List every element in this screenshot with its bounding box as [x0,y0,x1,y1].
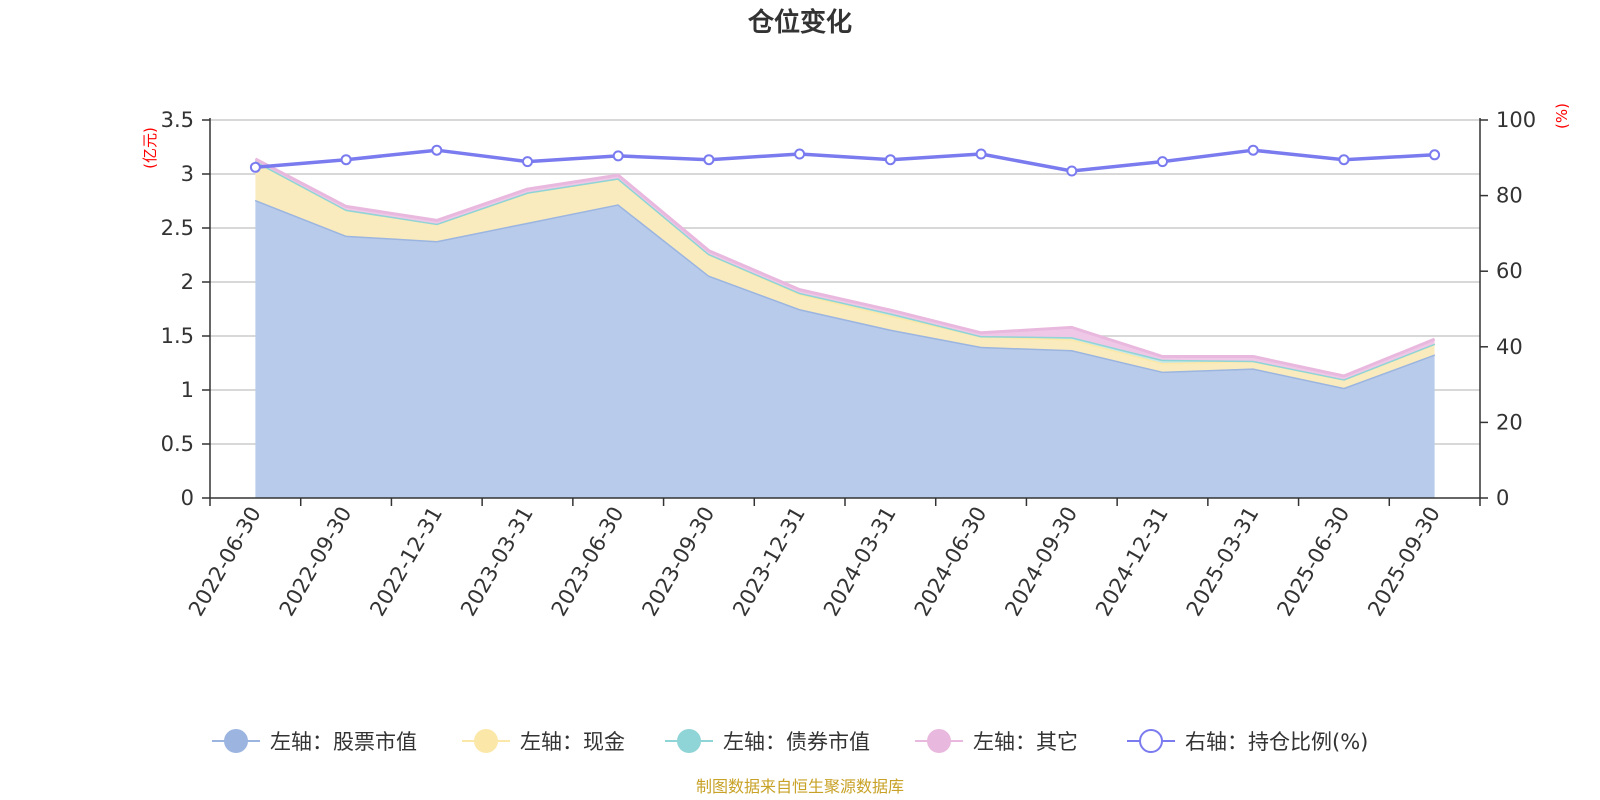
left-axis-tick-label: 2 [181,270,194,294]
legend-marker-icon [927,729,951,753]
left-axis-tick-label: 3 [181,162,194,186]
legend-label: 左轴：其它 [973,730,1078,754]
legend-item-3: 左轴：债券市值 [665,729,870,754]
x-axis-tick-label: 2025-03-31 [1182,503,1264,621]
chart-title: 仓位变化 [747,7,852,38]
left-axis-tick-label: 3.5 [161,108,194,132]
holding-ratio-point [1338,154,1350,166]
area-series-2 [255,161,1435,388]
x-axis-tick-label: 2025-06-30 [1272,503,1354,621]
x-axis-tick-label: 2024-12-31 [1091,503,1173,621]
holding-ratio-point [612,150,624,162]
right-axis-tick-label: 0 [1496,486,1509,510]
x-axis-tick-label: 2025-09-30 [1363,503,1445,621]
right-axis-tick-label: 100 [1496,108,1536,132]
x-axis-tick-label: 2023-03-31 [456,503,538,621]
legend-marker-icon [1139,729,1163,753]
left-axis-tick-label: 0.5 [161,432,194,456]
holding-ratio-point [340,154,352,166]
x-axis-tick-label: 2022-09-30 [275,503,357,621]
area-series-4-line [254,157,1436,378]
legend-item-5: 右轴：持仓比例(%) [1127,729,1368,754]
holding-ratio-point [249,161,261,173]
right-axis-tick-label: 40 [1496,335,1523,359]
legend-label: 右轴：持仓比例(%) [1185,730,1368,754]
holding-ratio-point [431,144,443,156]
left-axis-tick-label: 1 [181,378,194,402]
legend-item-2: 左轴：现金 [462,729,625,754]
x-axis-tick-label: 2024-03-31 [819,503,901,621]
data-source-note: 制图数据来自恒生聚源数据库 [696,777,904,796]
x-axis-tick-label: 2024-06-30 [910,503,992,621]
x-axis-tick-label: 2022-06-30 [184,503,266,621]
legend-item-4: 左轴：其它 [915,729,1078,754]
holding-ratio-point [1157,156,1168,168]
holding-ratio-point [975,148,987,160]
holding-ratio-point [1247,144,1259,156]
left-axis-tick-label: 1.5 [161,324,194,348]
holding-ratio-point [794,148,806,160]
holding-ratio-point [884,154,896,166]
x-axis-tick-label: 2023-12-31 [728,503,810,621]
right-axis-tick-label: 60 [1496,259,1523,283]
legend-label: 左轴：债券市值 [723,730,870,754]
legend-marker-icon [474,729,498,753]
legend-label: 左轴：现金 [520,730,625,754]
left-axis-tick-label: 0 [181,486,194,510]
x-axis-tick-label: 2024-09-30 [1000,503,1082,621]
right-axis-unit: (%) [1553,103,1571,129]
legend-marker-icon [677,729,701,753]
x-axis-tick-label: 2022-12-31 [365,503,447,621]
holding-ratio-line [255,148,1435,173]
holding-ratio-point [703,154,715,166]
holding-ratio-point [1066,165,1078,177]
holding-ratio-point [522,156,533,168]
legend-label: 左轴：股票市值 [270,730,417,754]
right-axis-tick-label: 80 [1496,184,1523,208]
area-series-1 [255,199,1435,498]
left-axis-tick-label: 2.5 [161,216,194,240]
left-axis-unit: (亿元) [141,127,159,169]
legend-marker-icon [224,729,248,753]
legend-item-1: 左轴：股票市值 [212,729,417,754]
x-axis-tick-label: 2023-09-30 [637,503,719,621]
x-axis-tick-label: 2023-06-30 [547,503,629,621]
right-axis-tick-label: 20 [1496,410,1523,434]
holding-ratio-point [1429,149,1441,161]
